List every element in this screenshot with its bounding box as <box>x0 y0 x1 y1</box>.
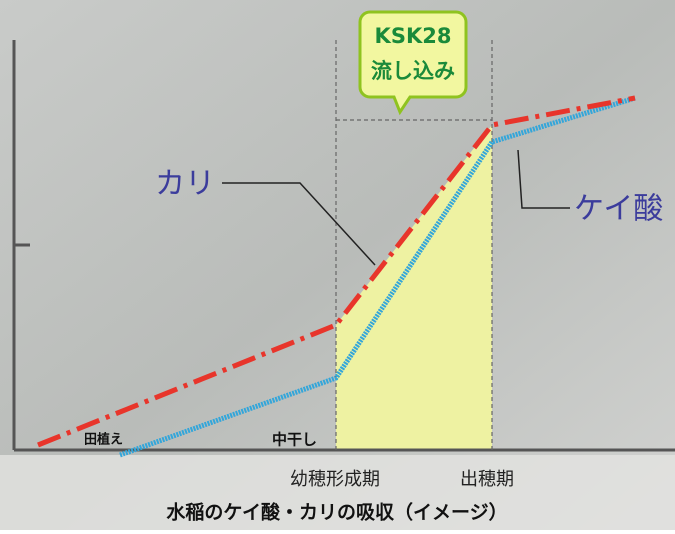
stage-label: 田植え <box>84 432 123 448</box>
callout <box>358 10 468 116</box>
flush-period-area <box>336 125 492 450</box>
potassium-curve <box>37 95 636 448</box>
caption: 水稲のケイ酸・カリの吸収（イメージ） <box>166 501 507 524</box>
silicic-acid-curve <box>119 95 636 458</box>
stage-label: 幼穂形成期 <box>290 469 380 490</box>
callout-text: KSK28 <box>375 24 452 48</box>
stage-label: 出穂期 <box>460 469 514 490</box>
leader-line <box>517 149 570 209</box>
callout-text: 流し込み <box>371 59 455 83</box>
leader-line <box>222 182 376 266</box>
curve-label: ケイ酸 <box>574 192 663 227</box>
footer-band <box>0 455 675 530</box>
stage-label: 中干し <box>272 431 317 449</box>
curve-label: カリ <box>155 167 215 202</box>
